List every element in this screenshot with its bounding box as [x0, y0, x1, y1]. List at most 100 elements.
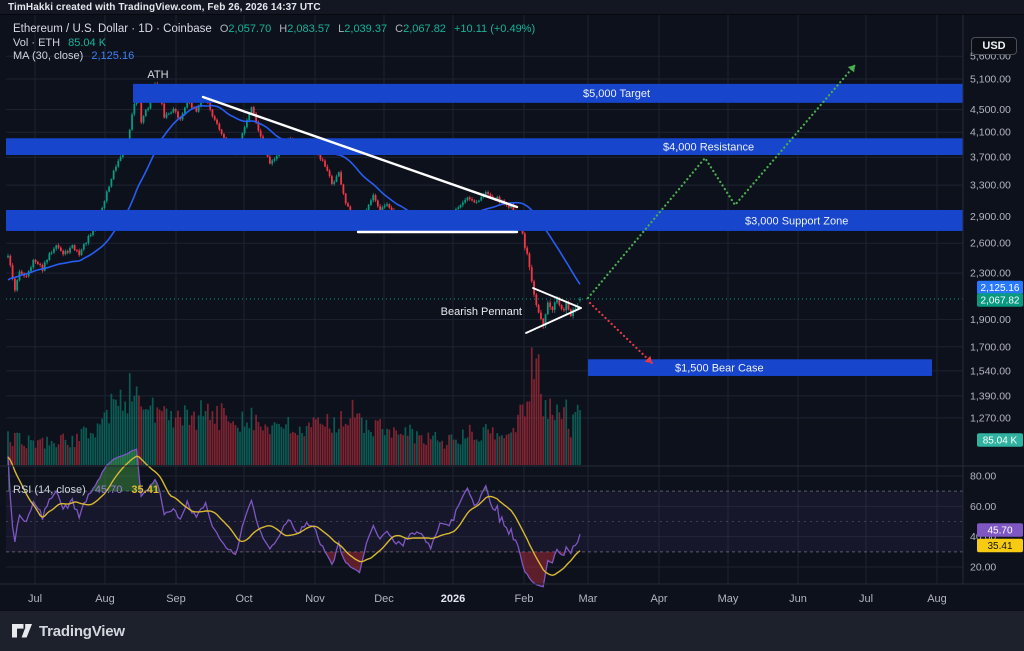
attribution-text: TimHakki created with TradingView.com, F… [8, 1, 321, 13]
candle-body [73, 245, 76, 251]
band-support-3000[interactable] [6, 209, 963, 231]
volume-bar [404, 427, 407, 465]
pennant-upper-line[interactable] [532, 287, 582, 309]
volume-bar [475, 439, 478, 465]
candle-body [379, 206, 382, 211]
change-value: +10.11 (+0.49%) [454, 23, 536, 35]
rsi-ma-line [7, 455, 581, 577]
volume-bar [27, 435, 30, 465]
volume-bar [50, 441, 53, 465]
candle-body [250, 107, 253, 114]
volume-bar [241, 411, 244, 465]
volume-bar [457, 443, 460, 465]
symbol-title[interactable]: Ethereum / U.S. Dollar · 1D · Coinbase [13, 23, 212, 35]
chart-canvas[interactable]: $5,000 Target $4,000 Resistance $3,000 Sup… [0, 15, 1024, 610]
volume-bar [383, 435, 386, 465]
volume-bar [556, 404, 558, 465]
rsi-label[interactable]: RSI (14, close) [13, 484, 86, 496]
candle-body [374, 195, 377, 201]
chart-text: 35.41 [987, 541, 1012, 552]
volume-bar [395, 430, 398, 465]
ma-label[interactable]: MA (30, close) [13, 50, 84, 62]
chart-text: Dec [374, 593, 394, 605]
candle-body [110, 179, 113, 187]
volume-bar [324, 426, 326, 465]
volume-bar [563, 407, 565, 465]
candle-body [268, 156, 271, 164]
candle-body [167, 113, 170, 115]
volume-bar [273, 422, 276, 465]
volume-bar [427, 432, 430, 465]
volume-bar [43, 448, 46, 465]
volume-bar [480, 440, 483, 465]
volume-bar [567, 428, 570, 465]
volume-bar [243, 426, 246, 465]
tradingview-logo-link[interactable]: TradingView [12, 623, 125, 640]
rsi-pane [7, 448, 581, 588]
volume-label[interactable]: Vol · ETH [13, 36, 61, 49]
volume-bar [257, 421, 260, 465]
chart-text: 4,500.00 [970, 104, 1011, 116]
volume-bar [482, 427, 485, 465]
pennant-lower-line[interactable] [525, 307, 582, 334]
volume-bar [248, 428, 251, 465]
close-label: C [395, 23, 404, 35]
bull-projection[interactable] [586, 63, 857, 300]
candle-body [271, 160, 274, 164]
volume-bar [211, 411, 214, 465]
candle-body [255, 113, 257, 123]
chart-text: Bearish Pennant [441, 306, 522, 318]
time-axis[interactable]: Jul Aug Sep Oct Nov Dec 2026 Feb Mar Apr May Jun Jul… [28, 593, 947, 605]
volume-bar [466, 437, 469, 465]
candle-body [89, 234, 92, 237]
volume-bar [319, 423, 322, 465]
candle-body [275, 155, 278, 160]
volume-bar [406, 435, 409, 465]
volume-bar [89, 432, 92, 465]
volume-bar [503, 438, 506, 465]
volume-bar [156, 407, 159, 465]
volume-bar [250, 407, 253, 465]
band-target-5000[interactable] [133, 83, 963, 103]
volume-bar [471, 431, 473, 465]
downtrend-line[interactable] [201, 95, 519, 209]
volume-bar [448, 434, 450, 465]
chart-text: 3,300.00 [970, 180, 1011, 192]
candle-body [376, 200, 379, 207]
band-bear-case-1500[interactable] [588, 359, 932, 376]
volume-bar [393, 427, 395, 465]
currency-toggle-button[interactable]: USD [971, 37, 1017, 55]
price-axis[interactable]: 5,600.005,100.004,500.004,100.003,700.00… [970, 51, 1011, 574]
volume-bar [422, 443, 425, 465]
volume-bar [379, 418, 381, 465]
volume-bar [110, 393, 113, 465]
volume-bar [478, 441, 480, 465]
candle-body [574, 308, 577, 310]
candle-body [340, 172, 342, 185]
candle-body [372, 195, 375, 201]
volume-bar [409, 424, 411, 465]
axis-badge [977, 538, 1023, 553]
chart-text: 1,900.00 [970, 314, 1011, 326]
candle-body [556, 297, 558, 303]
candle-body [331, 176, 333, 184]
trend-drawings[interactable] [201, 95, 582, 334]
candle-body [337, 172, 340, 177]
candle-body [218, 123, 221, 130]
candle-body [468, 197, 471, 200]
chart-text: Aug [927, 593, 947, 605]
candle-body [342, 184, 345, 194]
band-resistance-4000[interactable] [6, 138, 963, 156]
volume-bar [229, 423, 232, 465]
volume-bar [445, 444, 448, 465]
volume-bar [167, 420, 170, 465]
volume-bar [510, 432, 512, 465]
volume-bar [335, 432, 338, 465]
volume-bar [328, 428, 331, 465]
volume-value: 85.04 K [68, 36, 107, 49]
volume-bar [172, 427, 175, 465]
bear-projection[interactable] [588, 301, 654, 365]
volume-bar [190, 415, 193, 465]
volume-bar [579, 410, 581, 465]
candle-body [252, 107, 255, 114]
